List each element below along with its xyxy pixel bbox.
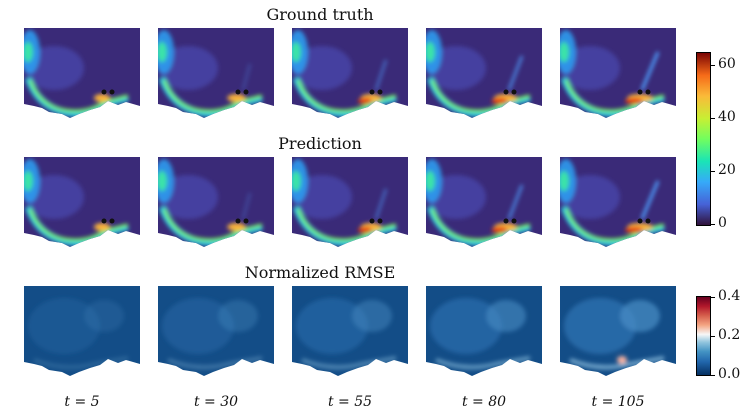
heatmap-panel <box>426 28 542 120</box>
heatmap-panel <box>158 286 274 378</box>
heatmap-panel <box>292 286 408 378</box>
heatmap-panel <box>426 157 542 249</box>
colorbar-rmse-tick-0.4: 0.4 <box>718 288 741 304</box>
colorbar-rmse-tick-mark <box>711 375 715 376</box>
colorbar-field-tick-mark <box>711 118 715 119</box>
heatmap-panel <box>560 157 676 249</box>
time-label-t30: t = 30 <box>193 394 239 410</box>
colorbar-rmse-tick-0.2: 0.2 <box>718 327 741 343</box>
colorbar-field-tick-mark <box>711 171 715 172</box>
time-label-t80: t = 80 <box>461 394 507 410</box>
heatmap-panel <box>158 28 274 120</box>
time-label-t105: t = 105 <box>591 394 645 410</box>
colorbar-field <box>696 52 711 226</box>
colorbar-rmse-tick-mark <box>711 297 715 298</box>
heatmap-panel <box>560 286 676 378</box>
heatmap-panel <box>292 157 408 249</box>
colorbar-rmse <box>696 296 711 376</box>
heatmap-panel <box>560 28 676 120</box>
colorbar-field-tick-40: 40 <box>718 109 736 125</box>
colorbar-field-tick-0: 0 <box>718 215 727 231</box>
colorbar-field-tick-20: 20 <box>718 162 736 178</box>
colorbar-rmse-tick-0.0: 0.0 <box>718 366 741 382</box>
row-title-normalized-rmse: Normalized RMSE <box>244 263 396 282</box>
heatmap-panel <box>24 28 140 120</box>
colorbar-field-tick-mark <box>711 65 715 66</box>
colorbar-field-tick-mark <box>711 224 715 225</box>
colorbar-field-tick-60: 60 <box>718 56 736 72</box>
heatmap-panel <box>426 286 542 378</box>
heatmap-panel <box>24 286 140 378</box>
colorbar-rmse-tick-mark <box>711 336 715 337</box>
row-title-ground-truth: Ground truth <box>266 5 374 24</box>
time-label-t5: t = 5 <box>64 394 100 410</box>
heatmap-panel <box>24 157 140 249</box>
row-title-prediction: Prediction <box>278 134 362 153</box>
heatmap-panel <box>292 28 408 120</box>
time-label-t55: t = 55 <box>327 394 373 410</box>
heatmap-panel <box>158 157 274 249</box>
